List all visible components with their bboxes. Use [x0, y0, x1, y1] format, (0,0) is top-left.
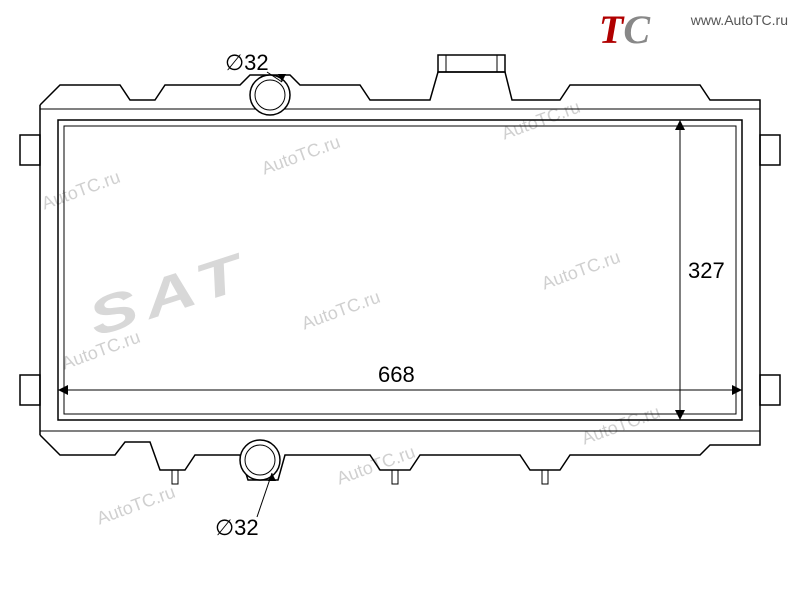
logo-letter-t: T — [599, 7, 623, 52]
radiator-drawing — [0, 0, 800, 600]
bottom-port-diameter-label: ∅32 — [215, 515, 259, 541]
drawing-canvas: AutoTC.ruAutoTC.ruAutoTC.ruAutoTC.ruAuto… — [0, 0, 800, 600]
top-port-diameter-label: ∅32 — [225, 50, 269, 76]
width-dimension-label: 668 — [378, 362, 415, 388]
site-url: www.AutoTC.ru — [691, 12, 788, 28]
logo-letter-c: C — [623, 7, 650, 52]
logo-tc: TC — [599, 6, 650, 53]
height-dimension-label: 327 — [688, 258, 725, 284]
